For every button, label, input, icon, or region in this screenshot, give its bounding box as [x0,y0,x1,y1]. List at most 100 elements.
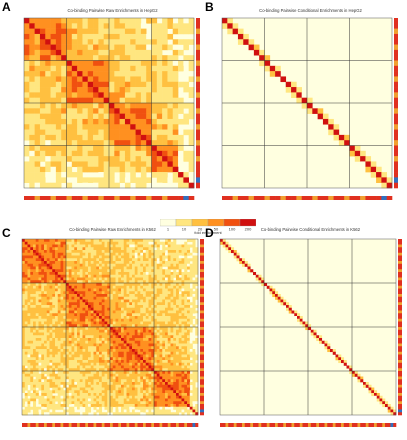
heatmap-cell [154,401,158,405]
heatmap-cell [24,379,28,383]
heatmap-cell [55,357,59,361]
heatmap-cell [189,340,193,344]
heatmap-cell [151,65,158,72]
heatmap-cell [24,23,30,29]
heatmap-cell [134,321,138,325]
heatmap-cell [134,274,138,278]
heatmap-cell [93,357,97,361]
heatmap-cell [181,272,185,276]
heatmap-cell [90,335,94,339]
heatmap-cell [176,285,180,289]
heatmap-cell [104,305,108,309]
heatmap-cell [71,156,78,162]
heatmap-cell [93,280,97,284]
heatmap-cell [148,349,152,353]
heatmap-cell [74,398,78,402]
heatmap-cell [82,346,86,350]
heatmap-cell [135,44,142,51]
heatmap-cell [109,60,115,67]
heatmap-cell [130,39,136,45]
heatmap-cell [55,244,59,248]
heatmap-cell [33,307,37,311]
heatmap-cell [143,321,147,325]
heatmap-cell [68,360,72,364]
heatmap-cell [38,294,42,298]
heatmap-cell [88,283,92,287]
heatmap-cell [60,280,64,284]
heatmap-cell [137,299,141,303]
heatmap-cell [184,357,188,361]
heatmap-cell [103,118,110,125]
heatmap-diagonal-cell [96,313,100,317]
heatmap-cell [140,283,144,287]
heatmap-cell [93,65,99,72]
heatmap-cell [79,351,83,355]
heatmap-cell [77,384,81,388]
heatmap-cell [162,351,166,355]
heatmap-cell [104,338,108,342]
heatmap-cell [63,244,67,248]
heatmap-cell [124,140,131,146]
heatmap-cell [173,324,177,328]
heatmap-cell [35,285,39,289]
heatmap-cell [195,373,199,377]
heatmap-cell [146,129,152,136]
heatmap-cell [129,244,133,248]
heatmap-cell [148,362,152,366]
heatmap-cell [96,316,100,320]
heatmap-cell [181,269,185,273]
heatmap-cell [93,321,97,325]
heatmap-cell [93,71,99,77]
heatmap-cell [167,368,171,372]
heatmap-cell [145,387,149,391]
heatmap-cell [173,318,177,322]
heatmap-cell [172,71,179,77]
heatmap-cell [66,49,73,56]
heatmap-cell [24,357,28,361]
heatmap-cell [156,277,160,281]
heatmap-cell [170,313,174,317]
heatmap-cell [170,307,174,311]
heatmap-cell [38,340,42,344]
heatmap-cell [33,384,37,388]
heatmap-cell [178,296,182,300]
heatmap-cell [156,166,163,173]
heatmap-cell [156,87,163,93]
heatmap-cell [63,379,67,383]
heatmap-cell [162,247,166,251]
heatmap-cell [87,129,94,136]
heatmap-cell [96,263,100,267]
heatmap-cell [79,244,83,248]
heatmap-cell [107,376,111,380]
heatmap-cell [187,321,191,325]
heatmap-cell [71,318,75,322]
heatmap-cell [88,329,92,333]
heatmap-cell [173,321,177,325]
column-annotation-cell [349,196,356,200]
heatmap-cell [181,387,185,391]
heatmap-cell [68,277,72,281]
heatmap-cell [176,371,180,375]
heatmap-cell [96,266,100,270]
heatmap-cell [187,357,191,361]
heatmap-cell [104,395,108,399]
heatmap-cell [124,87,131,93]
heatmap-cell [35,305,39,309]
heatmap-cell [107,258,111,262]
heatmap-cell [189,327,193,331]
heatmap-cell [93,296,97,300]
heatmap-cell [159,340,163,344]
heatmap-cell [156,404,160,408]
heatmap-cell [85,332,89,336]
heatmap-cell [38,313,42,317]
heatmap-cell [119,145,126,152]
heatmap-cell [71,368,75,372]
heatmap-diagonal-cell [167,384,171,388]
heatmap-cell [183,39,189,45]
heatmap-diagonal-cell [112,329,116,333]
heatmap-diagonal-cell [232,28,239,35]
heatmap-cell [46,250,50,254]
heatmap-cell [52,302,56,306]
heatmap-cell [45,60,51,67]
heatmap-cell [121,343,125,347]
